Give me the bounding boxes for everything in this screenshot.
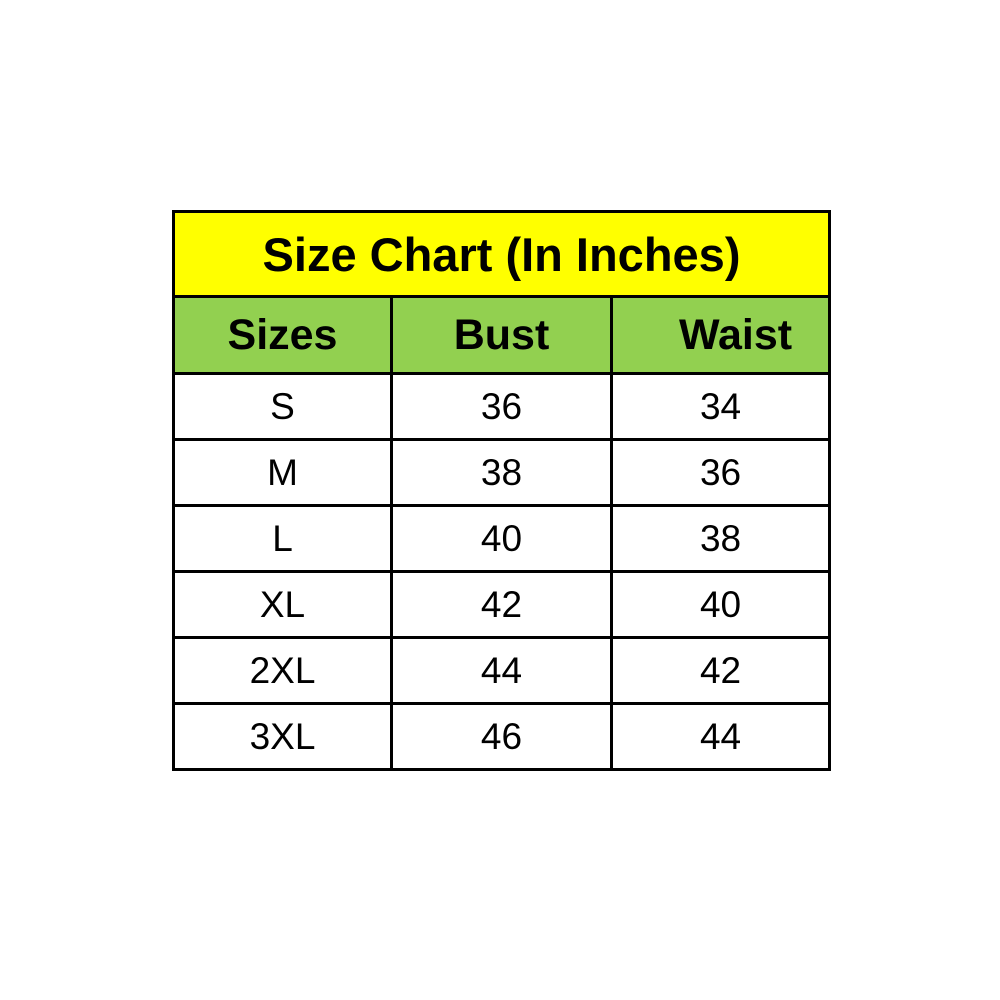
bust-cell: 46 [390,702,613,771]
size-cell: XL [172,570,393,639]
table-row: 3XL 46 44 [172,702,832,771]
waist-cell: 42 [609,636,832,705]
bust-cell: 38 [390,438,613,507]
waist-cell: 36 [609,438,832,507]
size-chart: Size Chart (In Inches) Sizes Bust Waist … [171,210,832,771]
bust-cell: 44 [390,636,613,705]
size-cell: L [172,504,393,573]
waist-cell: 40 [609,570,832,639]
bust-cell: 40 [390,504,613,573]
bust-cell: 42 [390,570,613,639]
table-row: L 40 38 [172,504,832,573]
title-row: Size Chart (In Inches) [171,210,832,298]
size-cell: M [172,438,393,507]
waist-cell: 34 [609,372,832,441]
table-row: 2XL 44 42 [172,636,832,705]
waist-cell: 38 [609,504,832,573]
size-cell: S [172,372,393,441]
table-row: XL 42 40 [172,570,832,639]
column-header-bust: Bust [390,295,613,375]
column-header-waist: Waist [609,295,832,375]
table-row: S 36 34 [172,372,832,441]
header-row: Sizes Bust Waist [172,295,832,375]
size-cell: 2XL [172,636,393,705]
table-row: M 38 36 [172,438,832,507]
size-chart-table: Size Chart (In Inches) Sizes Bust Waist … [171,210,832,771]
chart-title: Size Chart (In Inches) [171,210,832,298]
waist-cell: 44 [609,702,832,771]
size-cell: 3XL [172,702,393,771]
column-header-sizes: Sizes [172,295,393,375]
bust-cell: 36 [390,372,613,441]
